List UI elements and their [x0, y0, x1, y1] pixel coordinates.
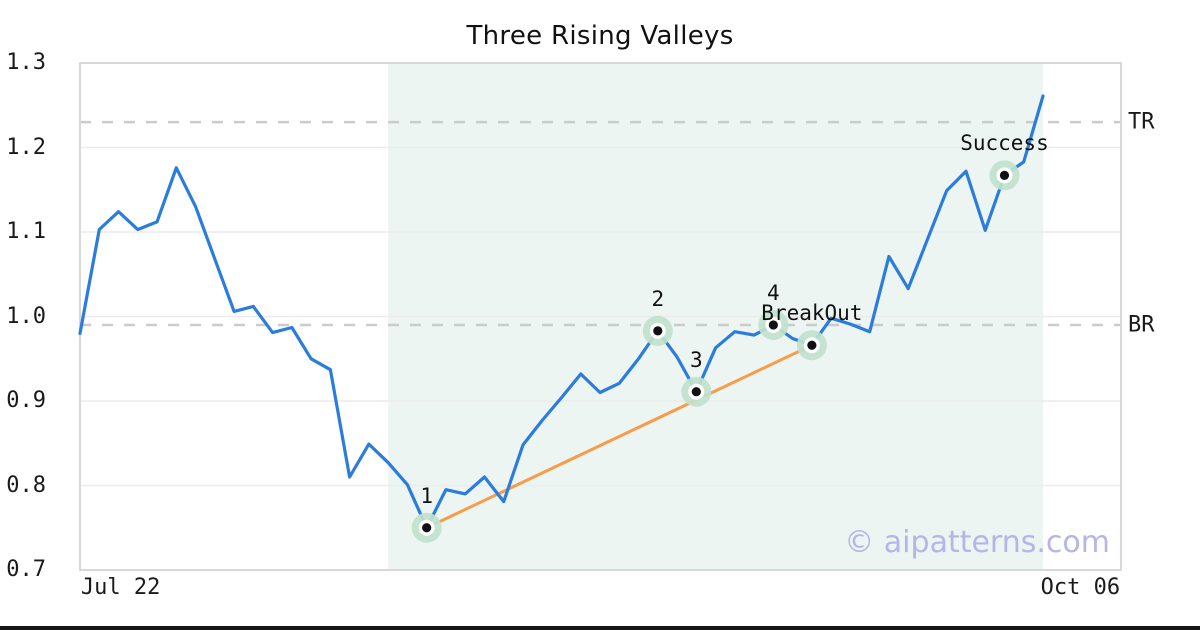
- chart-title: Three Rising Valleys: [466, 21, 734, 51]
- annotation-label-success: Success: [960, 131, 1049, 156]
- marker-1-dot: [422, 523, 432, 533]
- plot-border: [79, 62, 1122, 571]
- threshold-label-tr: TR: [1128, 109, 1155, 135]
- y-tick-label: 1.0: [6, 303, 46, 329]
- marker-4-dot: [768, 320, 778, 330]
- marker-2-dot: [653, 326, 663, 336]
- annotation-label-breakout: BreakOut: [761, 301, 863, 326]
- marker-breakout-dot: [807, 340, 817, 350]
- x-tick-label: Jul 22: [80, 575, 161, 600]
- annotation-label-4: 4: [767, 280, 780, 305]
- annotation-label-3: 3: [689, 347, 703, 372]
- annotation-label-2: 2: [651, 286, 665, 311]
- y-tick-label: 0.8: [6, 472, 46, 498]
- y-tick-label: 1.3: [6, 50, 46, 75]
- bottom-accent-bar: [0, 626, 1200, 630]
- y-tick-label: 0.9: [6, 388, 46, 413]
- trend-line: [425, 343, 814, 530]
- y-tick-label: 0.7: [6, 557, 46, 582]
- threshold-label-br: BR: [1128, 312, 1155, 338]
- marker-3-dot: [691, 387, 701, 397]
- watermark: © aipatterns.com: [844, 525, 1110, 560]
- marker-success-dot: [999, 170, 1010, 180]
- annotation-label-1: 1: [420, 483, 433, 508]
- y-tick-label: 1.2: [6, 134, 46, 160]
- y-tick-label: 1.1: [6, 219, 46, 244]
- price-line: [78, 94, 1045, 530]
- x-tick-label: Oct 06: [1040, 575, 1121, 600]
